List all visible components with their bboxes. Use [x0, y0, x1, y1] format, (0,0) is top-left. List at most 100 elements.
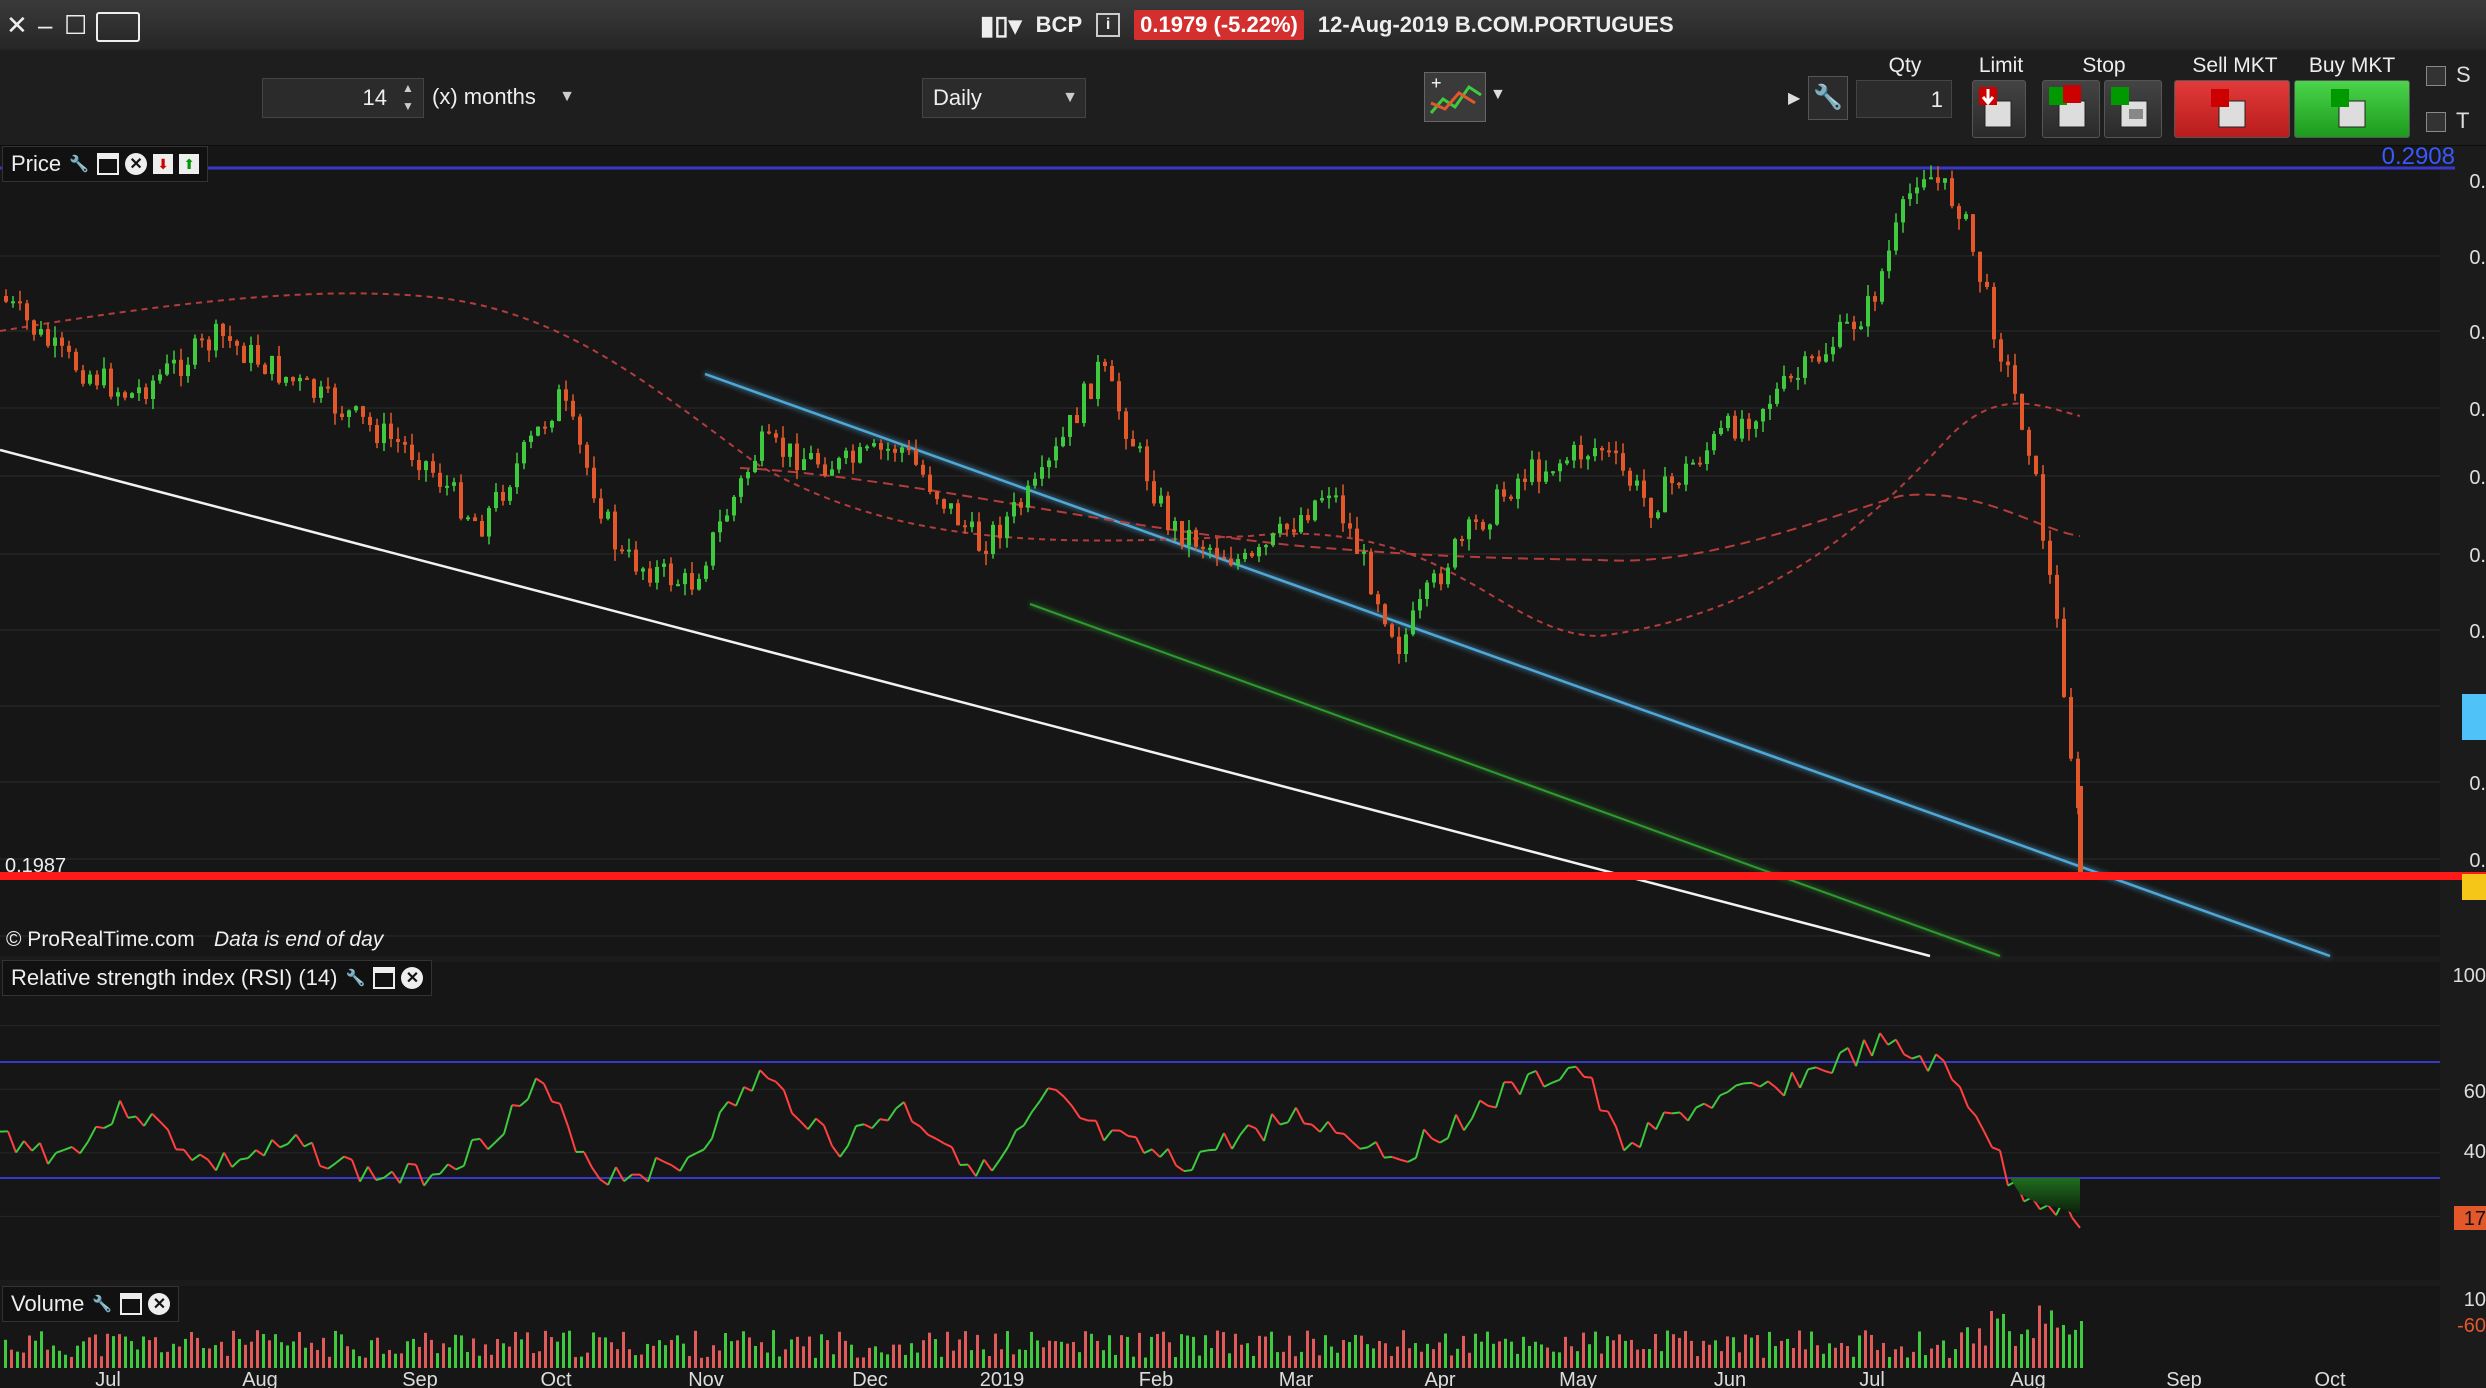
qty-label: Qty	[1888, 54, 1922, 77]
window-icon[interactable]	[120, 1293, 143, 1315]
wrench-icon[interactable]: 🔧	[345, 970, 366, 987]
x-axis-labels: Jul Aug Sep Oct Nov Dec 2019 Feb Mar Apr May Jun Jul…	[95, 1369, 2346, 1388]
chart-toolbar: 14 ▲ ▼ (x) months ▼ Daily ▼ + ▼ ▶ 🔧 Qty 1…	[0, 50, 2486, 146]
moving-averages	[0, 292, 2081, 638]
last-price-tag: 0.1987	[5, 855, 66, 877]
sell-mkt-label: Sell MKT	[2192, 54, 2278, 77]
stepper-icon[interactable]: ▲ ▼	[402, 81, 414, 113]
period-unit-select[interactable]: (x) months ▼	[432, 78, 582, 116]
close-window-icon[interactable]: ✕	[6, 10, 28, 40]
svg-text:0.: 0.	[2469, 850, 2486, 872]
qty-input[interactable]: 1	[1856, 80, 1952, 118]
x-axis-label: Sep	[402, 1369, 438, 1388]
grid-lines	[0, 255, 2440, 1217]
x-axis-label: Jun	[1714, 1369, 1746, 1388]
title-center: ▮▯▾ BCP i 0.1979 (-5.22%) 12-Aug-2019 B.…	[980, 8, 1674, 42]
checkbox-t[interactable]	[2426, 112, 2446, 132]
period-unit-label: (x) months	[432, 84, 536, 109]
x-axis-label: Aug	[242, 1369, 278, 1388]
volume-panel	[0, 1286, 2440, 1388]
rsi-line	[0, 1032, 2081, 1229]
stop-label: Stop	[2082, 54, 2126, 77]
svg-text:0.: 0.	[2469, 773, 2486, 795]
data-note-text: Data is end of day	[214, 928, 385, 951]
interval-label: Daily	[933, 85, 982, 110]
play-icon[interactable]: ▶	[1788, 90, 1801, 107]
rsi-axis-100: 100	[2453, 965, 2486, 987]
sell-mkt-button[interactable]	[2174, 80, 2290, 138]
svg-text:0.: 0.	[2469, 322, 2486, 344]
rsi-axis-40: 40	[2464, 1141, 2486, 1163]
rsi-panel-label: Relative strength index (RSI) (14)	[11, 965, 338, 990]
volume-axis-value: -60	[2457, 1315, 2486, 1337]
rsi-panel-header: Relative strength index (RSI) (14) 🔧 ✕	[2, 960, 433, 996]
stop-buy-button[interactable]	[2104, 80, 2162, 138]
wrench-icon[interactable]: 🔧	[1808, 76, 1848, 120]
rsi-axis-17: 17	[2464, 1208, 2486, 1230]
price-panel	[0, 146, 2440, 956]
x-axis-label: Apr	[1424, 1369, 1455, 1388]
limit-order-button[interactable]	[1972, 80, 2026, 138]
move-up-icon[interactable]: ⬆	[179, 154, 200, 174]
x-axis-label: Dec	[852, 1369, 888, 1388]
indicator-icon[interactable]: +	[1424, 72, 1486, 122]
interval-select[interactable]: Daily ▼	[922, 78, 1086, 118]
x-axis-label: Oct	[2314, 1369, 2346, 1388]
price-panel-header: Price 🔧 ✕ ⬇ ⬆	[2, 146, 209, 182]
x-axis-label: Mar	[1279, 1369, 1314, 1388]
wrench-icon[interactable]: 🔧	[92, 1296, 113, 1313]
y-axis-labels: 0.0.0.0.0.0.0.0.0.0.	[2462, 171, 2486, 900]
x-axis-label: Jul	[1859, 1369, 1885, 1388]
chart-area[interactable]: 0.1987 0.2908 © ProRealTime.com Data is …	[0, 146, 2486, 1388]
buy-mkt-button[interactable]	[2294, 80, 2410, 138]
volume-bars	[4, 1305, 2083, 1368]
x-axis-label: Feb	[1139, 1369, 1173, 1388]
info-icon[interactable]: i	[1096, 13, 1121, 37]
x-axis-label: May	[1559, 1369, 1597, 1388]
chevron-down-icon: ▼	[1062, 89, 1078, 106]
chevron-down-icon[interactable]: ▼	[1490, 86, 1506, 103]
move-down-icon[interactable]: ⬇	[153, 154, 174, 174]
close-icon[interactable]: ✕	[125, 153, 148, 175]
side-t-label: T	[2456, 108, 2470, 133]
price-change-badge: 0.1979 (-5.22%)	[1134, 10, 1304, 40]
title-bar: ✕ – ☐ ▮▯▾ BCP i 0.1979 (-5.22%) 12-Aug-2…	[0, 0, 2486, 51]
period-value: 14	[362, 85, 387, 110]
x-axis-label: Sep	[2166, 1369, 2202, 1388]
top-price-tag: 0.2908	[2382, 146, 2455, 170]
svg-text:0.: 0.	[2469, 545, 2486, 567]
symbol-label[interactable]: BCP	[1035, 12, 1083, 37]
volume-axis-top: 10	[2464, 1289, 2486, 1311]
svg-text:0.: 0.	[2469, 247, 2486, 269]
svg-text:0.: 0.	[2469, 171, 2486, 193]
svg-text:0.: 0.	[2469, 621, 2486, 643]
x-axis-label: Aug	[2010, 1369, 2046, 1388]
close-icon[interactable]: ✕	[148, 1293, 171, 1315]
x-axis-label: Oct	[540, 1369, 572, 1388]
maximize-icon[interactable]: ☐	[64, 10, 88, 40]
x-axis-label: Nov	[688, 1369, 724, 1388]
chevron-down-icon: ▼	[559, 88, 575, 105]
volume-panel-header: Volume 🔧 ✕	[2, 1286, 180, 1322]
price-panel-label: Price	[11, 151, 62, 176]
close-icon[interactable]: ✕	[401, 967, 424, 989]
period-input[interactable]: 14 ▲ ▼	[262, 78, 424, 118]
wrench-icon[interactable]: 🔧	[69, 156, 90, 173]
window-icon[interactable]	[373, 967, 396, 989]
keyboard-icon[interactable]	[96, 12, 140, 42]
rsi-panel	[0, 962, 2440, 1280]
minimize-icon[interactable]: –	[38, 10, 53, 40]
copyright-text: © ProRealTime.com	[6, 928, 195, 951]
candle-chart-icon[interactable]: ▮▯▾	[980, 9, 1022, 40]
svg-text:+: +	[1431, 73, 1442, 93]
checkbox-s[interactable]	[2426, 66, 2446, 86]
limit-label: Limit	[1978, 54, 2024, 77]
side-s-label: S	[2456, 62, 2471, 87]
window-icon[interactable]	[97, 153, 120, 175]
x-axis-label: 2019	[980, 1369, 1025, 1388]
svg-text:0.: 0.	[2469, 399, 2486, 421]
stop-sell-button[interactable]	[2042, 80, 2100, 138]
x-axis-label: Jul	[95, 1369, 121, 1388]
svg-text:0.: 0.	[2469, 467, 2486, 489]
rsi-axis-60: 60	[2464, 1081, 2486, 1103]
